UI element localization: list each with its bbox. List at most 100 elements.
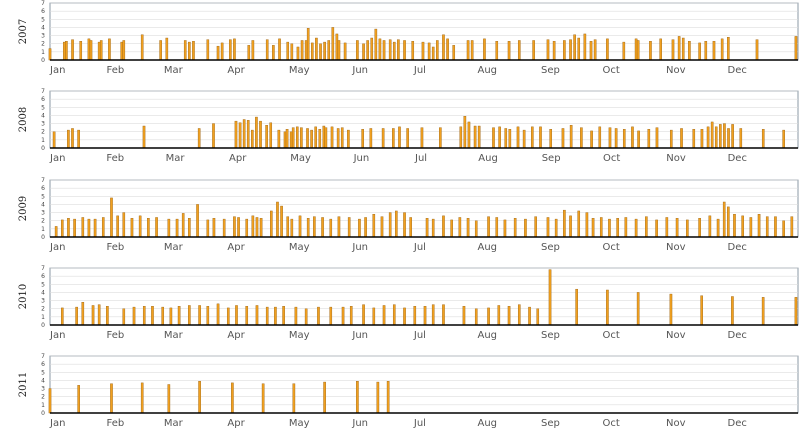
y-tick-label: 7 — [41, 0, 45, 7]
data-bar — [442, 304, 445, 326]
data-bar — [265, 306, 269, 326]
data-bar — [677, 36, 681, 61]
y-tick-label: 0 — [41, 410, 45, 417]
data-bar — [265, 39, 269, 61]
data-bar — [757, 213, 761, 238]
data-bar — [474, 308, 478, 326]
month-label: Mar — [164, 65, 184, 76]
data-bar — [636, 292, 640, 326]
data-bar — [374, 28, 378, 61]
data-bar — [634, 218, 638, 238]
data-bar — [272, 45, 275, 61]
data-bar — [467, 121, 471, 149]
y-tick-label: 4 — [41, 24, 45, 31]
data-bar — [140, 382, 144, 414]
month-label: Sep — [541, 418, 560, 429]
data-bar — [341, 306, 345, 326]
data-bar — [719, 124, 722, 149]
data-bar — [216, 303, 220, 326]
month-label: Feb — [106, 153, 124, 164]
month-label: Oct — [603, 330, 620, 341]
data-bar — [563, 40, 566, 61]
data-bar — [261, 383, 265, 414]
data-bar — [624, 217, 628, 238]
y-tick-label: 1 — [41, 226, 45, 233]
data-bar — [411, 41, 415, 61]
data-bar — [212, 218, 216, 238]
month-label: Apr — [227, 418, 245, 429]
y-tick-label: 3 — [41, 121, 45, 128]
data-bar — [317, 306, 320, 326]
y-tick-label: 3 — [41, 298, 45, 305]
data-bar — [286, 41, 290, 61]
data-bar — [277, 129, 281, 149]
data-bar — [366, 40, 369, 61]
data-bar — [474, 220, 478, 238]
data-bar — [110, 197, 113, 238]
data-bar — [310, 129, 313, 149]
data-bar — [337, 40, 341, 61]
data-bar — [554, 218, 558, 238]
data-bar — [680, 128, 683, 149]
panel-year-label: 2011 — [18, 372, 29, 397]
data-bar — [782, 220, 785, 238]
month-label: Jun — [351, 418, 368, 429]
month-label: Jul — [413, 242, 426, 253]
data-bar — [233, 216, 236, 238]
data-bar — [466, 40, 470, 61]
data-bar — [319, 43, 322, 61]
data-bar — [700, 295, 703, 326]
data-bar — [206, 306, 210, 326]
data-bar — [782, 129, 785, 149]
month-label: Jan — [49, 153, 65, 164]
data-bar — [497, 305, 501, 326]
data-bar — [356, 381, 359, 414]
data-bar — [483, 38, 486, 61]
data-bar — [255, 116, 258, 149]
data-bar — [67, 218, 70, 238]
data-bar — [675, 218, 679, 238]
data-bar — [161, 306, 165, 326]
data-bar — [175, 218, 179, 238]
data-bar — [517, 40, 521, 61]
data-bar — [159, 40, 162, 61]
data-bar — [647, 129, 651, 149]
data-bar — [420, 127, 424, 149]
y-tick-label: 5 — [41, 281, 45, 288]
month-label: Dec — [728, 65, 747, 76]
month-label: Jan — [49, 418, 65, 429]
data-bar — [698, 42, 701, 61]
data-bar — [298, 215, 302, 238]
data-bar — [462, 306, 466, 326]
y-tick-label: 6 — [41, 8, 45, 15]
month-label: Jun — [351, 330, 368, 341]
data-bar — [431, 218, 435, 238]
data-bar — [362, 304, 365, 326]
data-bar — [421, 41, 425, 61]
data-bar — [398, 126, 401, 149]
data-bar — [534, 216, 537, 238]
data-bar — [331, 27, 335, 61]
data-bar — [606, 38, 609, 61]
y-tick-label: 5 — [41, 16, 45, 23]
data-bar — [245, 218, 249, 238]
data-bar — [372, 213, 376, 238]
data-bar — [681, 37, 685, 61]
data-bar — [659, 38, 662, 61]
data-bar — [132, 306, 136, 326]
data-bar — [216, 45, 220, 61]
data-bar — [255, 217, 259, 238]
data-bar — [306, 218, 310, 238]
data-bar — [235, 305, 238, 326]
month-label: Jan — [49, 242, 65, 253]
month-label: Nov — [666, 242, 686, 253]
data-bar — [71, 39, 74, 61]
data-bar — [507, 41, 511, 61]
panel-year-label: 2009 — [18, 196, 29, 221]
panel-year-label: 2007 — [18, 19, 29, 44]
data-bar — [403, 40, 406, 61]
data-bar — [539, 126, 542, 149]
